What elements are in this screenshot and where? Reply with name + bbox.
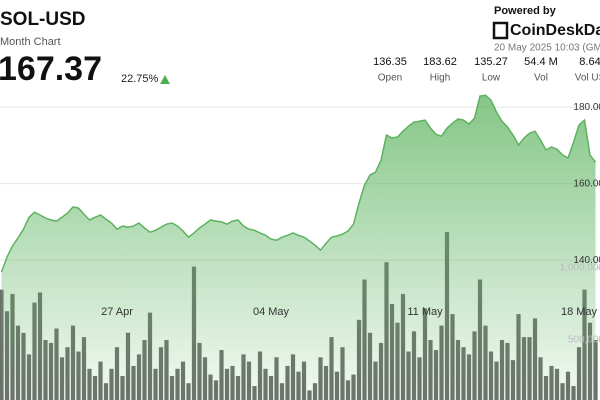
x-tick-label: 11 May [407,306,443,318]
stat-value: 135.27 [474,56,508,68]
y-tick-label: 140.00 [573,255,600,266]
stat-value: 183.62 [423,56,457,68]
change: 22.75% [121,73,159,85]
stat-value: 54.4 M [524,56,558,68]
stat-label: Low [482,73,501,84]
stat-label: High [430,73,451,84]
x-tick-label: 27 Apr [101,306,133,318]
period: Month Chart [0,36,61,48]
stat-label: Open [378,73,402,84]
price-area [0,94,597,400]
x-tick-label: 04 May [253,306,290,318]
plot-area: 140.00 160.00 180.00 500,000 1,000,000 27 Apr… [0,94,600,400]
powered-by: Powered by [494,5,557,17]
stats: 136.35 Open 183.62 High 135.27 Low 54.4 M Vol 8.… [373,56,600,84]
brand-logo [492,21,509,40]
axis-labels: 140.00 160.00 180.00 500,000 1,000,000 27 Apr… [101,102,600,346]
y2-tick-label: 500,000 [568,335,600,346]
stat-value: 8.64 [579,56,600,68]
stat-value: 136.35 [373,56,407,68]
price-line [0,94,597,273]
price-area-fill [1,95,596,400]
up-arrow [160,75,170,84]
brand: CoinDeskData [510,22,600,39]
stat-label: Vol US [575,73,600,84]
y-tick-label: 180.00 [573,102,600,113]
stat-label: Vol [534,73,548,84]
price: 167.37 [0,50,102,88]
y-tick-label: 160.00 [573,178,600,189]
symbol: SOL-USD [0,9,86,30]
x-tick-label: 18 May [561,306,598,318]
timestamp: 20 May 2025 10:03 (GMT [494,43,600,54]
y2-tick-label: 1,000,000 [560,263,600,274]
